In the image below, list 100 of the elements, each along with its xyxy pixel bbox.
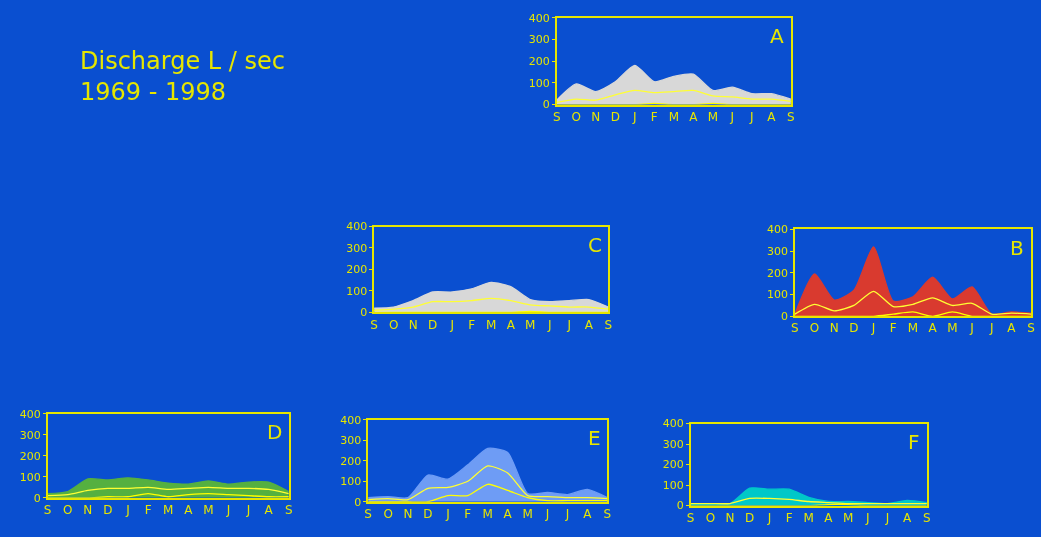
y-tick-label: 200 [346, 263, 368, 277]
x-tick-label: A [824, 510, 834, 525]
x-tick-label: N [403, 506, 413, 521]
y-tick-label: 0 [360, 306, 368, 320]
chart-title: D [267, 420, 283, 444]
x-tick-label: S [284, 502, 293, 517]
x-tick-label: M [707, 109, 719, 124]
x-tick-label: M [482, 506, 493, 521]
y-tick-label: 100 [19, 470, 41, 484]
x-tick-label: A [1007, 321, 1017, 336]
y-tick-label: 300 [662, 437, 684, 451]
y-tick-label: 200 [528, 54, 550, 68]
line-series [794, 290, 1032, 315]
y-tick-label: 200 [766, 266, 788, 280]
x-tick-label: N [725, 510, 735, 525]
x-tick-label: M [907, 321, 919, 336]
y-tick-label: 400 [346, 220, 368, 234]
x-tick-label: A [503, 506, 513, 521]
x-tick-label: A [506, 317, 516, 332]
x-tick-label: J [125, 502, 130, 517]
x-tick-label: D [745, 510, 755, 525]
y-tick-label: 300 [766, 245, 788, 259]
y-tick-label: 300 [346, 241, 368, 255]
x-tick-label: F [144, 502, 152, 517]
x-tick-label: A [928, 321, 938, 336]
chart-title: B [1010, 236, 1024, 260]
x-tick-label: D [423, 506, 433, 521]
line-series [368, 465, 608, 501]
chart-title: F [908, 430, 920, 454]
x-tick-label: J [245, 502, 251, 517]
x-tick-label: S [686, 510, 695, 525]
x-tick-label: J [449, 317, 454, 332]
x-tick-label: D [103, 502, 113, 517]
x-tick-label: S [791, 321, 799, 336]
x-tick-label: S [787, 109, 795, 124]
x-tick-label: A [583, 506, 593, 521]
y-tick-label: 0 [676, 499, 684, 513]
chart-title: A [770, 24, 784, 48]
x-tick-label: J [884, 510, 890, 525]
x-tick-label: A [184, 502, 194, 517]
x-tick-label: A [903, 510, 913, 525]
x-tick-label: J [749, 109, 754, 124]
x-tick-label: M [803, 510, 814, 525]
x-tick-label: F [464, 506, 472, 521]
y-tick-label: 200 [340, 454, 362, 468]
x-tick-label: M [486, 317, 497, 332]
y-tick-label: 200 [19, 449, 41, 463]
x-tick-label: A [689, 109, 699, 124]
x-tick-label: J [547, 317, 552, 332]
x-tick-label: J [566, 317, 572, 332]
y-tick-label: 300 [19, 428, 41, 442]
y-tick-label: 0 [542, 98, 550, 112]
x-tick-label: M [525, 317, 536, 332]
y-tick-label: 300 [340, 434, 362, 448]
x-tick-label: J [445, 506, 450, 521]
x-tick-label: A [584, 317, 594, 332]
x-tick-label: A [264, 502, 274, 517]
x-tick-label: N [408, 317, 418, 332]
x-tick-label: M [522, 506, 533, 521]
x-tick-label: M [947, 321, 958, 336]
x-tick-label: J [870, 321, 876, 336]
y-tick-label: 100 [346, 284, 368, 298]
y-tick-label: 400 [766, 223, 788, 237]
x-tick-label: O [63, 502, 73, 517]
x-tick-label: J [865, 510, 870, 525]
x-tick-label: J [225, 502, 231, 517]
chart-title: C [588, 233, 602, 257]
y-tick-label: 100 [662, 478, 684, 492]
x-tick-label: O [383, 506, 393, 521]
line-series [47, 486, 289, 497]
x-tick-label: O [809, 321, 820, 336]
x-tick-label: S [43, 502, 52, 517]
x-tick-label: J [988, 321, 994, 336]
x-tick-label: N [591, 109, 601, 124]
x-tick-label: N [829, 321, 839, 336]
x-tick-label: J [766, 510, 772, 525]
y-tick-label: 100 [340, 475, 362, 489]
x-tick-label: J [729, 109, 735, 124]
x-tick-label: S [604, 317, 613, 332]
y-tick-label: 200 [662, 458, 684, 472]
y-tick-label: 100 [766, 288, 788, 302]
x-tick-label: O [388, 317, 399, 332]
y-tick-label: 0 [780, 310, 788, 324]
x-tick-label: S [1027, 321, 1035, 336]
x-tick-label: F [785, 510, 793, 525]
x-tick-label: S [364, 506, 372, 521]
x-tick-label: S [923, 510, 931, 525]
x-tick-label: D [610, 109, 620, 124]
line-series [556, 89, 791, 104]
x-tick-label: S [370, 317, 378, 332]
x-tick-label: J [969, 321, 974, 336]
x-tick-label: F [889, 321, 897, 336]
x-tick-label: S [603, 506, 612, 521]
y-tick-label: 0 [33, 491, 41, 505]
x-tick-label: N [83, 502, 93, 517]
x-tick-label: D [428, 317, 438, 332]
x-tick-label: J [544, 506, 550, 521]
y-tick-label: 400 [528, 11, 550, 25]
x-tick-label: J [564, 506, 570, 521]
text: Discharge L / sec 1969 - 1998 [80, 47, 286, 107]
